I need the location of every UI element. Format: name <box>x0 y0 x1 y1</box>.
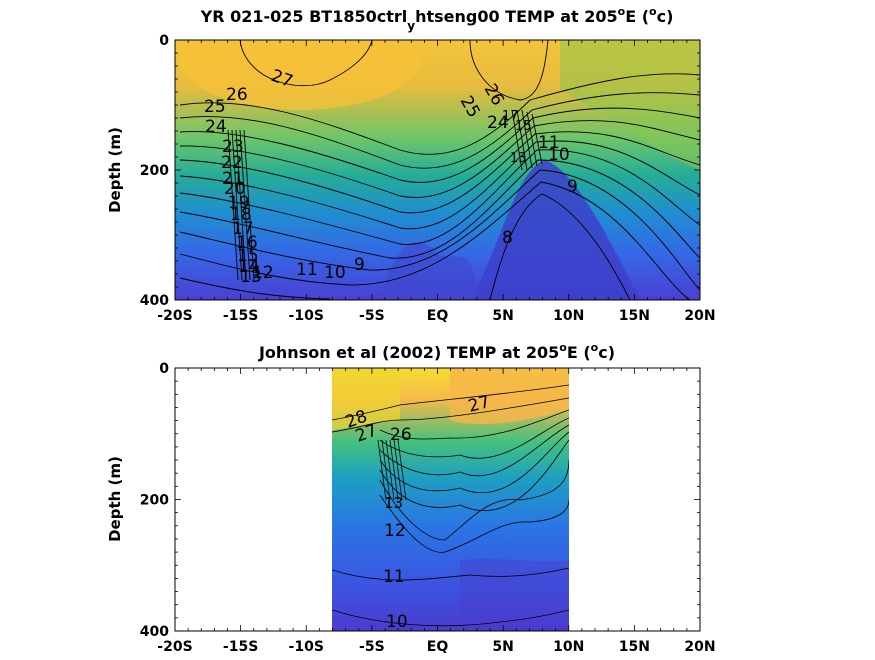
svg-text:17: 17 <box>232 219 254 239</box>
y-tick-label: 400 <box>140 293 169 309</box>
svg-text:9: 9 <box>567 177 578 197</box>
x-tick-label: 5N <box>492 308 513 324</box>
svg-text:9: 9 <box>354 255 365 275</box>
x-tick-label: EQ <box>427 308 449 324</box>
svg-text:15: 15 <box>515 119 532 134</box>
svg-text:12: 12 <box>252 263 274 283</box>
panel-2-ticks: -20S -15S -10S -5S EQ 5N 10N 15N 20N 0 200 400 <box>140 361 716 655</box>
svg-text:26: 26 <box>226 85 248 105</box>
svg-text:21: 21 <box>222 169 244 189</box>
y-tick-label: 0 <box>159 33 169 49</box>
x-tick-label: -15S <box>223 308 258 324</box>
x-tick-label: 15N <box>619 639 650 655</box>
y-tick-label: 0 <box>159 361 169 377</box>
panel-1-ticks: -20S -15S -10S -5S EQ 5N 10N 15N 20N 0 200 400 <box>140 33 716 324</box>
svg-text:25: 25 <box>204 97 226 117</box>
svg-text:14: 14 <box>238 257 260 277</box>
x-tick-label: 15N <box>619 308 650 324</box>
panel-1-title: YR 021-025 BT1850ctrlyhtseng00 TEMP at 2… <box>200 5 674 33</box>
panel-2-contours <box>332 384 569 627</box>
y-tick-label: 200 <box>140 493 169 509</box>
x-tick-label: 5N <box>492 639 513 655</box>
svg-text:10: 10 <box>548 145 570 165</box>
panel-1-contour-labels: 27 26 25 24 23 22 21 20 19 18 17 16 15 1… <box>204 66 578 287</box>
svg-text:13: 13 <box>384 494 403 512</box>
svg-text:15: 15 <box>237 246 259 266</box>
x-tick-label: -10S <box>289 308 324 324</box>
panel-1-field: 27 26 25 24 23 22 21 20 19 18 17 16 15 1… <box>175 40 700 300</box>
x-tick-label: -20S <box>157 639 192 655</box>
svg-text:22: 22 <box>221 153 243 173</box>
x-tick-label: 10N <box>553 308 584 324</box>
svg-text:24: 24 <box>205 117 227 137</box>
x-tick-label: EQ <box>427 639 449 655</box>
svg-text:8: 8 <box>502 228 513 248</box>
svg-text:11: 11 <box>296 260 318 280</box>
svg-text:16: 16 <box>236 233 258 253</box>
svg-text:13: 13 <box>240 267 262 287</box>
svg-text:19: 19 <box>228 193 250 213</box>
svg-text:11: 11 <box>383 567 405 587</box>
svg-text:12: 12 <box>384 521 406 541</box>
svg-text:26: 26 <box>390 425 412 445</box>
svg-text:10: 10 <box>324 263 346 283</box>
svg-text:13: 13 <box>510 151 527 166</box>
x-tick-label: 20N <box>684 639 715 655</box>
x-tick-label: -15S <box>223 639 258 655</box>
svg-text:18: 18 <box>230 205 252 225</box>
svg-text:20: 20 <box>224 179 246 199</box>
x-tick-label: -5S <box>359 639 385 655</box>
y-tick-label: 400 <box>140 624 169 640</box>
panel-2-ylabel: Depth (m) <box>106 456 124 542</box>
svg-text:23: 23 <box>222 137 244 157</box>
panel-2-title: Johnson et al (2002) TEMP at 205oE (oc) <box>258 341 615 362</box>
svg-text:24: 24 <box>487 113 509 133</box>
x-tick-label: -10S <box>289 639 324 655</box>
svg-text:10: 10 <box>386 612 408 632</box>
x-tick-label: -5S <box>359 308 385 324</box>
x-tick-label: 20N <box>684 308 715 324</box>
svg-text:11: 11 <box>538 133 560 153</box>
svg-text:17: 17 <box>502 109 519 124</box>
y-tick-label: 200 <box>140 163 169 179</box>
x-tick-label: -20S <box>157 308 192 324</box>
panel-1-contours <box>179 40 700 300</box>
panel-1-ylabel: Depth (m) <box>106 127 124 213</box>
panel-2: Johnson et al (2002) TEMP at 205oE (oc) <box>106 341 716 655</box>
panel-1: YR 021-025 BT1850ctrlyhtseng00 TEMP at 2… <box>106 5 716 324</box>
x-tick-label: 10N <box>553 639 584 655</box>
panel-2-field: 28 27 27 26 13 12 11 10 <box>332 368 569 632</box>
